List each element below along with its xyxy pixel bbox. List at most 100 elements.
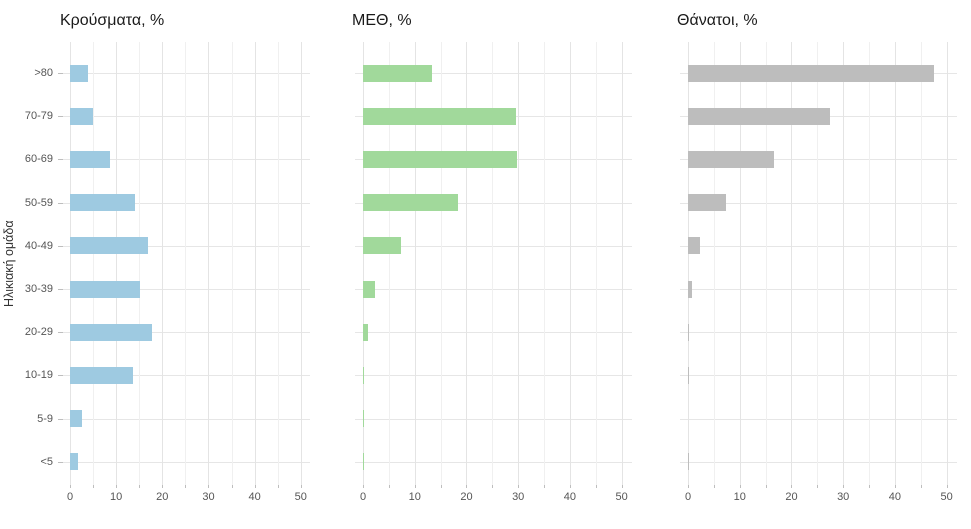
gridline-horizontal (63, 202, 310, 204)
gridline-vertical-minor (595, 42, 597, 485)
gridline-vertical-minor (869, 42, 871, 485)
y-axis-tick (58, 332, 63, 334)
x-tick-label: 50 (615, 491, 628, 503)
x-axis-tick (544, 485, 546, 488)
gridline-vertical-major (518, 42, 520, 485)
y-axis-tick (58, 289, 63, 290)
x-axis-tick (388, 485, 390, 488)
y-axis-tick (58, 375, 63, 377)
bar (688, 323, 690, 341)
gridline-horizontal (355, 418, 632, 420)
x-axis-tick (791, 485, 793, 488)
x-axis-tick (414, 485, 416, 488)
gridline-horizontal (680, 159, 957, 161)
gridline-horizontal (63, 418, 310, 420)
gridline-horizontal (680, 461, 957, 463)
plot-deaths: Θάνατοι, % 0 10 20 30 40 50 (647, 0, 971, 529)
x-tick-label: 10 (408, 491, 421, 503)
bar (363, 150, 518, 168)
bar (363, 64, 433, 82)
gridline-vertical-minor (139, 42, 141, 485)
category-label: 10-19 (24, 369, 53, 382)
x-axis-tick (569, 485, 571, 488)
gridline-vertical-major (363, 42, 364, 485)
bar (70, 280, 140, 298)
bar (70, 453, 79, 471)
x-axis-tick (713, 485, 715, 488)
x-axis-tick (466, 485, 468, 488)
gridline-horizontal (680, 418, 957, 420)
gridline-vertical-major (254, 42, 256, 485)
bar (70, 237, 149, 255)
bar (363, 107, 517, 125)
plot-icu: ΜΕΘ, % 0 10 20 30 40 50 (324, 0, 647, 529)
gridline-horizontal (680, 202, 957, 204)
x-axis-tick (739, 485, 741, 488)
bar (688, 64, 934, 82)
x-axis-tick (93, 485, 95, 488)
x-axis-tick (869, 485, 871, 488)
category-label: 70-79 (24, 110, 53, 123)
panel-deaths (680, 42, 957, 485)
gridline-vertical-minor (544, 42, 546, 485)
x-tick-label: 0 (66, 491, 74, 503)
y-axis-tick (58, 245, 63, 247)
bar (688, 237, 700, 255)
bar (70, 150, 110, 168)
bar (70, 107, 94, 125)
gridline-horizontal (63, 159, 310, 161)
bar (363, 366, 365, 384)
x-tick-label: 40 (248, 491, 261, 503)
gridline-vertical-minor (920, 42, 922, 485)
category-label: 5-9 (37, 412, 53, 425)
gridline-vertical-major (162, 42, 164, 485)
gridline-horizontal (680, 289, 957, 290)
gridline-vertical-major (843, 42, 845, 485)
gridline-vertical-major (116, 42, 118, 485)
bar (70, 323, 153, 341)
plot-title-cases: Κρούσματα, % (60, 12, 165, 29)
bar (363, 410, 364, 428)
y-axis-tick (58, 116, 63, 118)
x-tick-label: 0 (359, 491, 367, 503)
y-axis-tick (58, 159, 63, 161)
gridline-vertical-major (894, 42, 896, 485)
gridline-vertical-minor (817, 42, 819, 485)
gridline-horizontal (63, 289, 310, 290)
x-tick-label: 30 (837, 491, 850, 503)
x-axis-tick (894, 485, 896, 488)
x-axis-tick (231, 485, 233, 488)
bar (70, 64, 88, 82)
category-label: <5 (40, 455, 53, 468)
x-axis-tick (817, 485, 819, 488)
x-axis-tick (162, 485, 164, 488)
x-axis-tick (363, 485, 364, 488)
x-axis-tick (208, 485, 210, 488)
x-tick-label: 10 (110, 491, 123, 503)
gridline-vertical-minor (277, 42, 279, 485)
gridline-horizontal (355, 375, 632, 377)
x-tick-label: 10 (733, 491, 746, 503)
gridline-horizontal (355, 202, 632, 204)
x-axis-tick (185, 485, 187, 488)
category-label: 60-69 (24, 153, 53, 166)
category-label: 30-39 (24, 283, 53, 295)
x-tick-label: 20 (156, 491, 169, 503)
x-tick-label: 50 (940, 491, 953, 503)
x-axis-tick (440, 485, 442, 488)
gridline-vertical-minor (93, 42, 95, 485)
x-axis-tick (277, 485, 279, 488)
x-axis-tick (139, 485, 141, 488)
x-tick-label: 50 (294, 491, 307, 503)
gridline-vertical-minor (440, 42, 442, 485)
category-label: 20-29 (24, 326, 53, 339)
gridline-horizontal (680, 375, 957, 377)
bar (70, 194, 136, 212)
category-label: 40-49 (24, 239, 53, 252)
y-axis-tick (58, 202, 63, 204)
bar (363, 280, 376, 298)
category-label: >80 (34, 67, 53, 79)
y-axis-tick (58, 418, 63, 420)
x-axis-tick (254, 485, 256, 488)
